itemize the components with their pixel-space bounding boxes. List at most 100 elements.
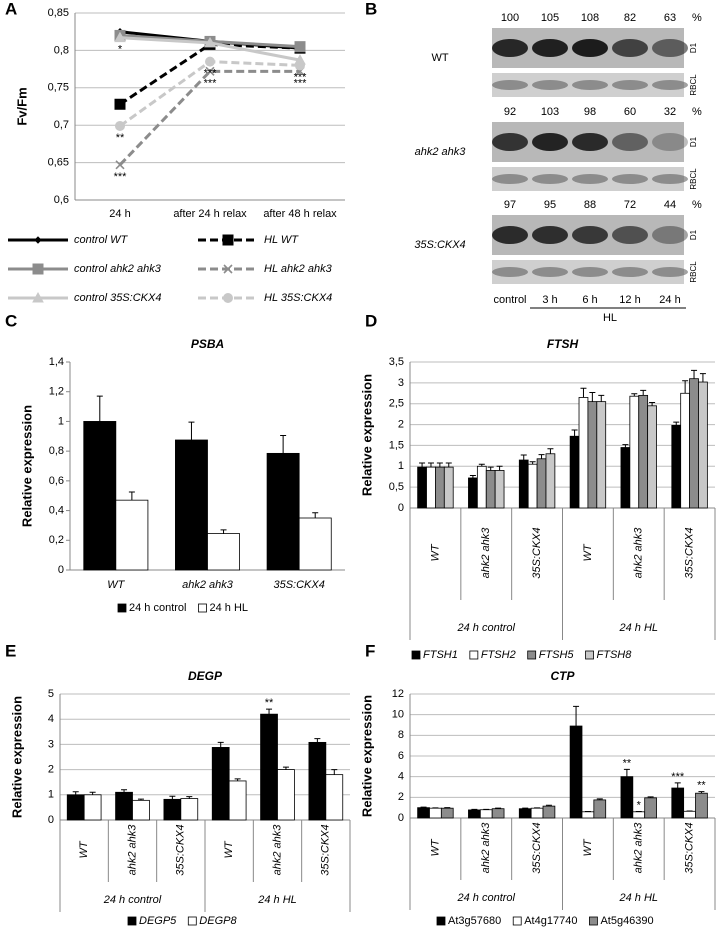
d1-band: [572, 226, 608, 244]
marker: [204, 36, 216, 48]
unit: %: [692, 12, 702, 24]
d1-band: [492, 133, 528, 151]
error-bar: [649, 401, 656, 406]
x-tick-label: WT: [429, 543, 441, 561]
significance: ***: [114, 171, 128, 183]
legend-swatch: [527, 650, 537, 660]
bar: [536, 458, 547, 509]
chart-title: PSBA: [191, 337, 224, 351]
chart-title: DEGP: [188, 669, 223, 683]
error-bar: [217, 741, 224, 748]
marker: [205, 66, 215, 76]
value-label: 63: [664, 12, 676, 24]
y-tick-label: 5: [48, 688, 54, 700]
chart-title: FTSH: [547, 337, 579, 351]
value-label: 60: [624, 106, 636, 118]
y-tick-label: 0,4: [49, 504, 64, 516]
legend-marker: [222, 234, 234, 246]
legend-label: At4g17740: [524, 915, 577, 927]
bar: [163, 798, 182, 821]
value-label: 82: [624, 12, 636, 24]
legend-label: control ahk2 ahk3: [74, 263, 162, 275]
bar: [518, 459, 529, 509]
lane-label: 6 h: [582, 294, 597, 306]
line-series: [118, 69, 300, 166]
d1-band: [612, 133, 648, 151]
value-label: 95: [544, 199, 556, 211]
bar: [671, 787, 685, 819]
y-tick-label: 1: [48, 789, 54, 801]
bar: [491, 808, 505, 819]
bar: [587, 401, 598, 509]
error-bar: [282, 766, 289, 770]
significance: ***: [204, 68, 218, 80]
marker: [115, 160, 125, 170]
x-tick-label: WT: [582, 838, 594, 856]
legend-label: FTSH1: [423, 649, 458, 661]
band-label: RBCL: [689, 261, 698, 283]
value-label: 88: [584, 199, 596, 211]
bar: [593, 799, 607, 819]
legend-swatch: [436, 916, 446, 926]
rbcl-band: [652, 80, 688, 90]
bar: [115, 499, 149, 571]
significance: **: [697, 780, 706, 792]
error-bar: [220, 529, 227, 534]
error-bar: [580, 387, 587, 398]
x-tick-label: 24 h: [109, 208, 130, 220]
legend-swatch: [117, 603, 127, 613]
bar: [260, 713, 278, 821]
strain-label: ahk2 ahk3: [415, 146, 467, 158]
x-tick-label: WT: [78, 840, 90, 858]
error-bar: [682, 380, 689, 394]
legend-marker: [223, 264, 233, 274]
d1-band: [572, 39, 608, 57]
x-tick-label: 35S:CKX4: [531, 527, 543, 578]
bar: [479, 809, 493, 819]
legend-label: FTSH2: [481, 649, 516, 661]
bar: [494, 470, 505, 509]
panel-letter: C: [5, 311, 17, 330]
legend-swatch: [187, 916, 197, 926]
legend-label: HL WT: [264, 234, 299, 246]
legend-marker: [223, 293, 233, 303]
value-label: 103: [541, 106, 559, 118]
y-axis-label: Fv/Fm: [14, 87, 29, 125]
rbcl-band: [652, 174, 688, 184]
x-tick-label: 35S:CKX4: [320, 824, 332, 875]
y-tick-label: 0,2: [49, 534, 64, 546]
bar: [569, 435, 580, 509]
legend-swatch: [512, 916, 522, 926]
value-label: 108: [581, 12, 599, 24]
error-bar: [312, 512, 319, 518]
value-label: 72: [624, 199, 636, 211]
error-bar: [538, 454, 545, 459]
bar: [429, 807, 442, 819]
lane-label: 12 h: [619, 294, 640, 306]
error-bar: [571, 429, 578, 437]
x-tick-label: after 24 h relax: [173, 208, 247, 220]
y-tick-label: 0,8: [49, 445, 64, 457]
d1-band: [532, 39, 568, 57]
bar: [632, 811, 646, 819]
rbcl-band: [572, 80, 608, 90]
y-tick-label: 2,5: [389, 398, 404, 410]
bar: [417, 466, 427, 509]
legend-swatch: [127, 916, 137, 926]
marker: [205, 56, 215, 67]
y-tick-label: 0: [398, 812, 404, 824]
rbcl-band: [532, 80, 568, 90]
error-bar: [698, 791, 705, 794]
group-label: 24 h HL: [618, 892, 658, 904]
legend-label: At3g57680: [448, 915, 501, 927]
legend-label: HL ahk2 ahk3: [264, 263, 333, 275]
bar: [443, 466, 454, 509]
significance: ***: [294, 77, 308, 89]
y-axis-label: Relative expression: [359, 695, 374, 817]
error-bar: [420, 806, 427, 808]
bar: [671, 425, 682, 509]
rbcl-band: [492, 174, 528, 184]
y-tick-label: 4: [48, 713, 54, 725]
x-tick-label: 35S:CKX4: [683, 527, 695, 578]
